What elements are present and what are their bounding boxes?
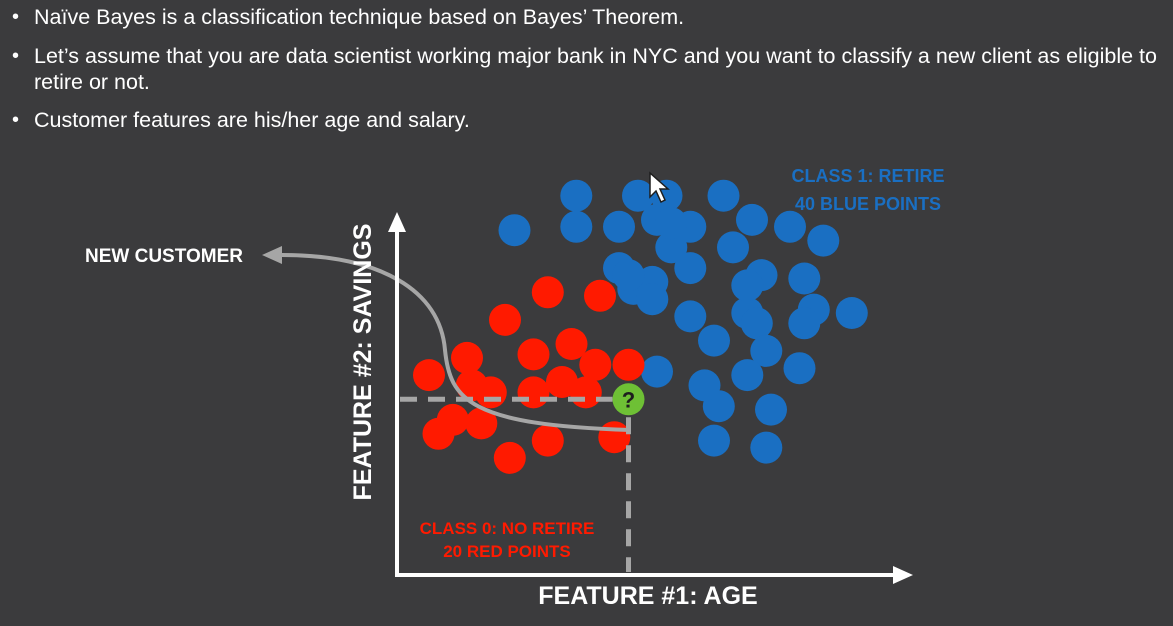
y-axis-arrowhead <box>388 212 406 232</box>
class1-point <box>731 359 764 392</box>
y-axis-label: FEATURE #2: SAVINGS <box>349 224 377 501</box>
class0-label-line2: 20 RED POINTS <box>443 542 571 561</box>
class1-point <box>674 252 707 285</box>
class1-point <box>612 259 645 292</box>
class0-point <box>455 369 488 402</box>
bullet-list: Naïve Bayes is a classification techniqu… <box>12 4 1172 145</box>
class1-point <box>641 355 673 388</box>
new-customer-arrow <box>281 253 631 432</box>
class1-point <box>717 231 749 264</box>
class0-point <box>579 348 612 381</box>
bullet-features: Customer features are his/her age and sa… <box>12 107 1172 133</box>
class1-point <box>807 224 840 257</box>
class0-point <box>517 376 550 409</box>
bullet-scenario: Let’s assume that you are data scientist… <box>12 43 1172 95</box>
class1-point <box>783 352 816 385</box>
class1-point <box>622 179 654 212</box>
class0-point <box>493 441 526 474</box>
x-axis-arrowhead <box>893 566 913 584</box>
class1-point <box>560 179 593 212</box>
class1-point <box>740 307 773 340</box>
class1-point <box>774 210 806 243</box>
class0-label-line1: CLASS 0: NO RETIRE <box>420 519 595 538</box>
class0-point <box>612 348 645 381</box>
class1-point <box>603 210 635 243</box>
class1-point <box>655 207 688 240</box>
class1-point <box>498 214 531 247</box>
class1-point <box>750 334 783 367</box>
class1-point <box>688 369 721 402</box>
x-axis-label: FEATURE #1: AGE <box>538 582 757 610</box>
data-points-layer <box>413 179 868 474</box>
class0-point <box>531 424 564 457</box>
class0-point <box>465 407 498 440</box>
class1-point <box>698 424 730 457</box>
class1-point <box>755 393 787 426</box>
class1-point <box>560 210 593 243</box>
new-customer-label: NEW CUSTOMER <box>85 246 243 267</box>
class1-point <box>698 324 730 357</box>
class0-point <box>517 338 550 371</box>
class1-point <box>707 179 740 212</box>
class0-point <box>555 328 588 360</box>
class1-label-line1: CLASS 1: RETIRE <box>791 166 944 186</box>
bullet-naive-bayes-definition: Naïve Bayes is a classification techniqu… <box>12 4 1172 30</box>
class1-label-line2: 40 BLUE POINTS <box>795 194 941 214</box>
class0-point <box>546 366 578 398</box>
class1-point <box>731 269 764 302</box>
class0-point <box>489 303 521 336</box>
new-customer-point <box>612 383 645 416</box>
class1-point <box>750 431 783 464</box>
class1-point <box>674 300 707 333</box>
class1-point <box>655 231 688 264</box>
class0-point <box>451 341 483 374</box>
class1-point <box>636 283 669 316</box>
mouse-pointer-icon <box>649 171 670 204</box>
class1-point <box>736 203 768 236</box>
new-customer-question-mark: ? <box>622 387 635 412</box>
class0-point <box>436 403 469 436</box>
class1-point <box>788 262 821 295</box>
new-customer-arrowhead <box>262 246 282 264</box>
class0-point <box>584 279 616 312</box>
class0-point <box>413 359 445 392</box>
class1-point <box>835 297 868 329</box>
class0-point <box>598 421 631 454</box>
class0-point <box>531 276 564 309</box>
class1-point <box>788 307 821 340</box>
